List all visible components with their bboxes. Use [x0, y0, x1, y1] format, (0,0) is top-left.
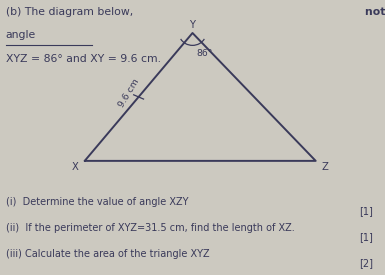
Text: (ii)  If the perimeter of XYZ=31.5 cm, find the length of XZ.: (ii) If the perimeter of XYZ=31.5 cm, fi…	[6, 223, 295, 233]
Text: [1]: [1]	[360, 206, 373, 216]
Text: not drawn to scale: not drawn to scale	[365, 7, 385, 17]
Text: 86°: 86°	[196, 50, 213, 59]
Text: (i)  Determine the value of angle XZY: (i) Determine the value of angle XZY	[6, 197, 188, 207]
Text: angle: angle	[6, 30, 36, 40]
Text: Y: Y	[189, 20, 196, 30]
Text: XYZ = 86° and XY = 9.6 cm.: XYZ = 86° and XY = 9.6 cm.	[6, 54, 161, 64]
Text: (iii) Calculate the area of the triangle XYZ: (iii) Calculate the area of the triangle…	[6, 249, 209, 259]
Text: (b) The diagram below,: (b) The diagram below,	[6, 7, 137, 17]
Text: [1]: [1]	[360, 232, 373, 242]
Text: [2]: [2]	[360, 258, 373, 268]
Text: 9.6 cm: 9.6 cm	[117, 77, 141, 109]
Text: X: X	[72, 162, 79, 172]
Text: Z: Z	[321, 162, 328, 172]
